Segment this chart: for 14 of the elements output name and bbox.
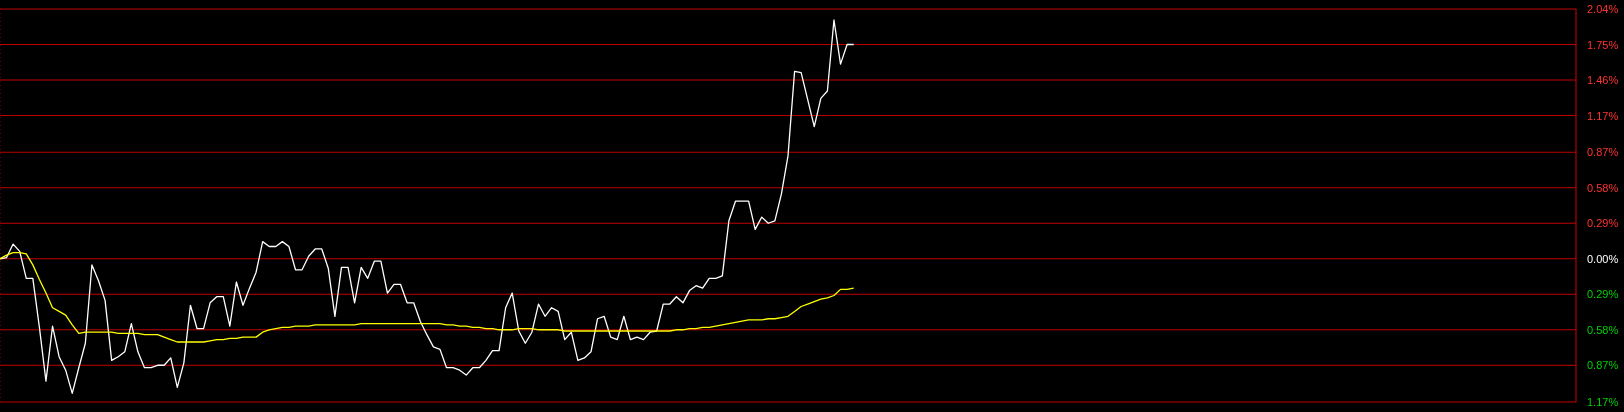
- y-tick-label: 0.29%: [1587, 217, 1619, 230]
- line-series: [0, 251, 855, 343]
- y-tick-label: 1.46%: [1587, 74, 1619, 87]
- y-tick-label: 0.87%: [1587, 146, 1619, 159]
- y-tick-label: 0.29%: [1587, 288, 1619, 301]
- y-tick-label: 1.17%: [1587, 109, 1619, 122]
- line-series: [0, 19, 855, 395]
- y-tick-label: 0.58%: [1587, 323, 1619, 336]
- y-tick-label: 0.58%: [1587, 181, 1619, 194]
- y-tick-label: 0.00%: [1587, 252, 1619, 265]
- y-tick-label: 1.75%: [1587, 38, 1619, 51]
- y-tick-label: 2.04%: [1587, 3, 1619, 15]
- y-tick-label: 0.87%: [1587, 359, 1619, 372]
- y-tick-label: 1.17%: [1587, 396, 1619, 408]
